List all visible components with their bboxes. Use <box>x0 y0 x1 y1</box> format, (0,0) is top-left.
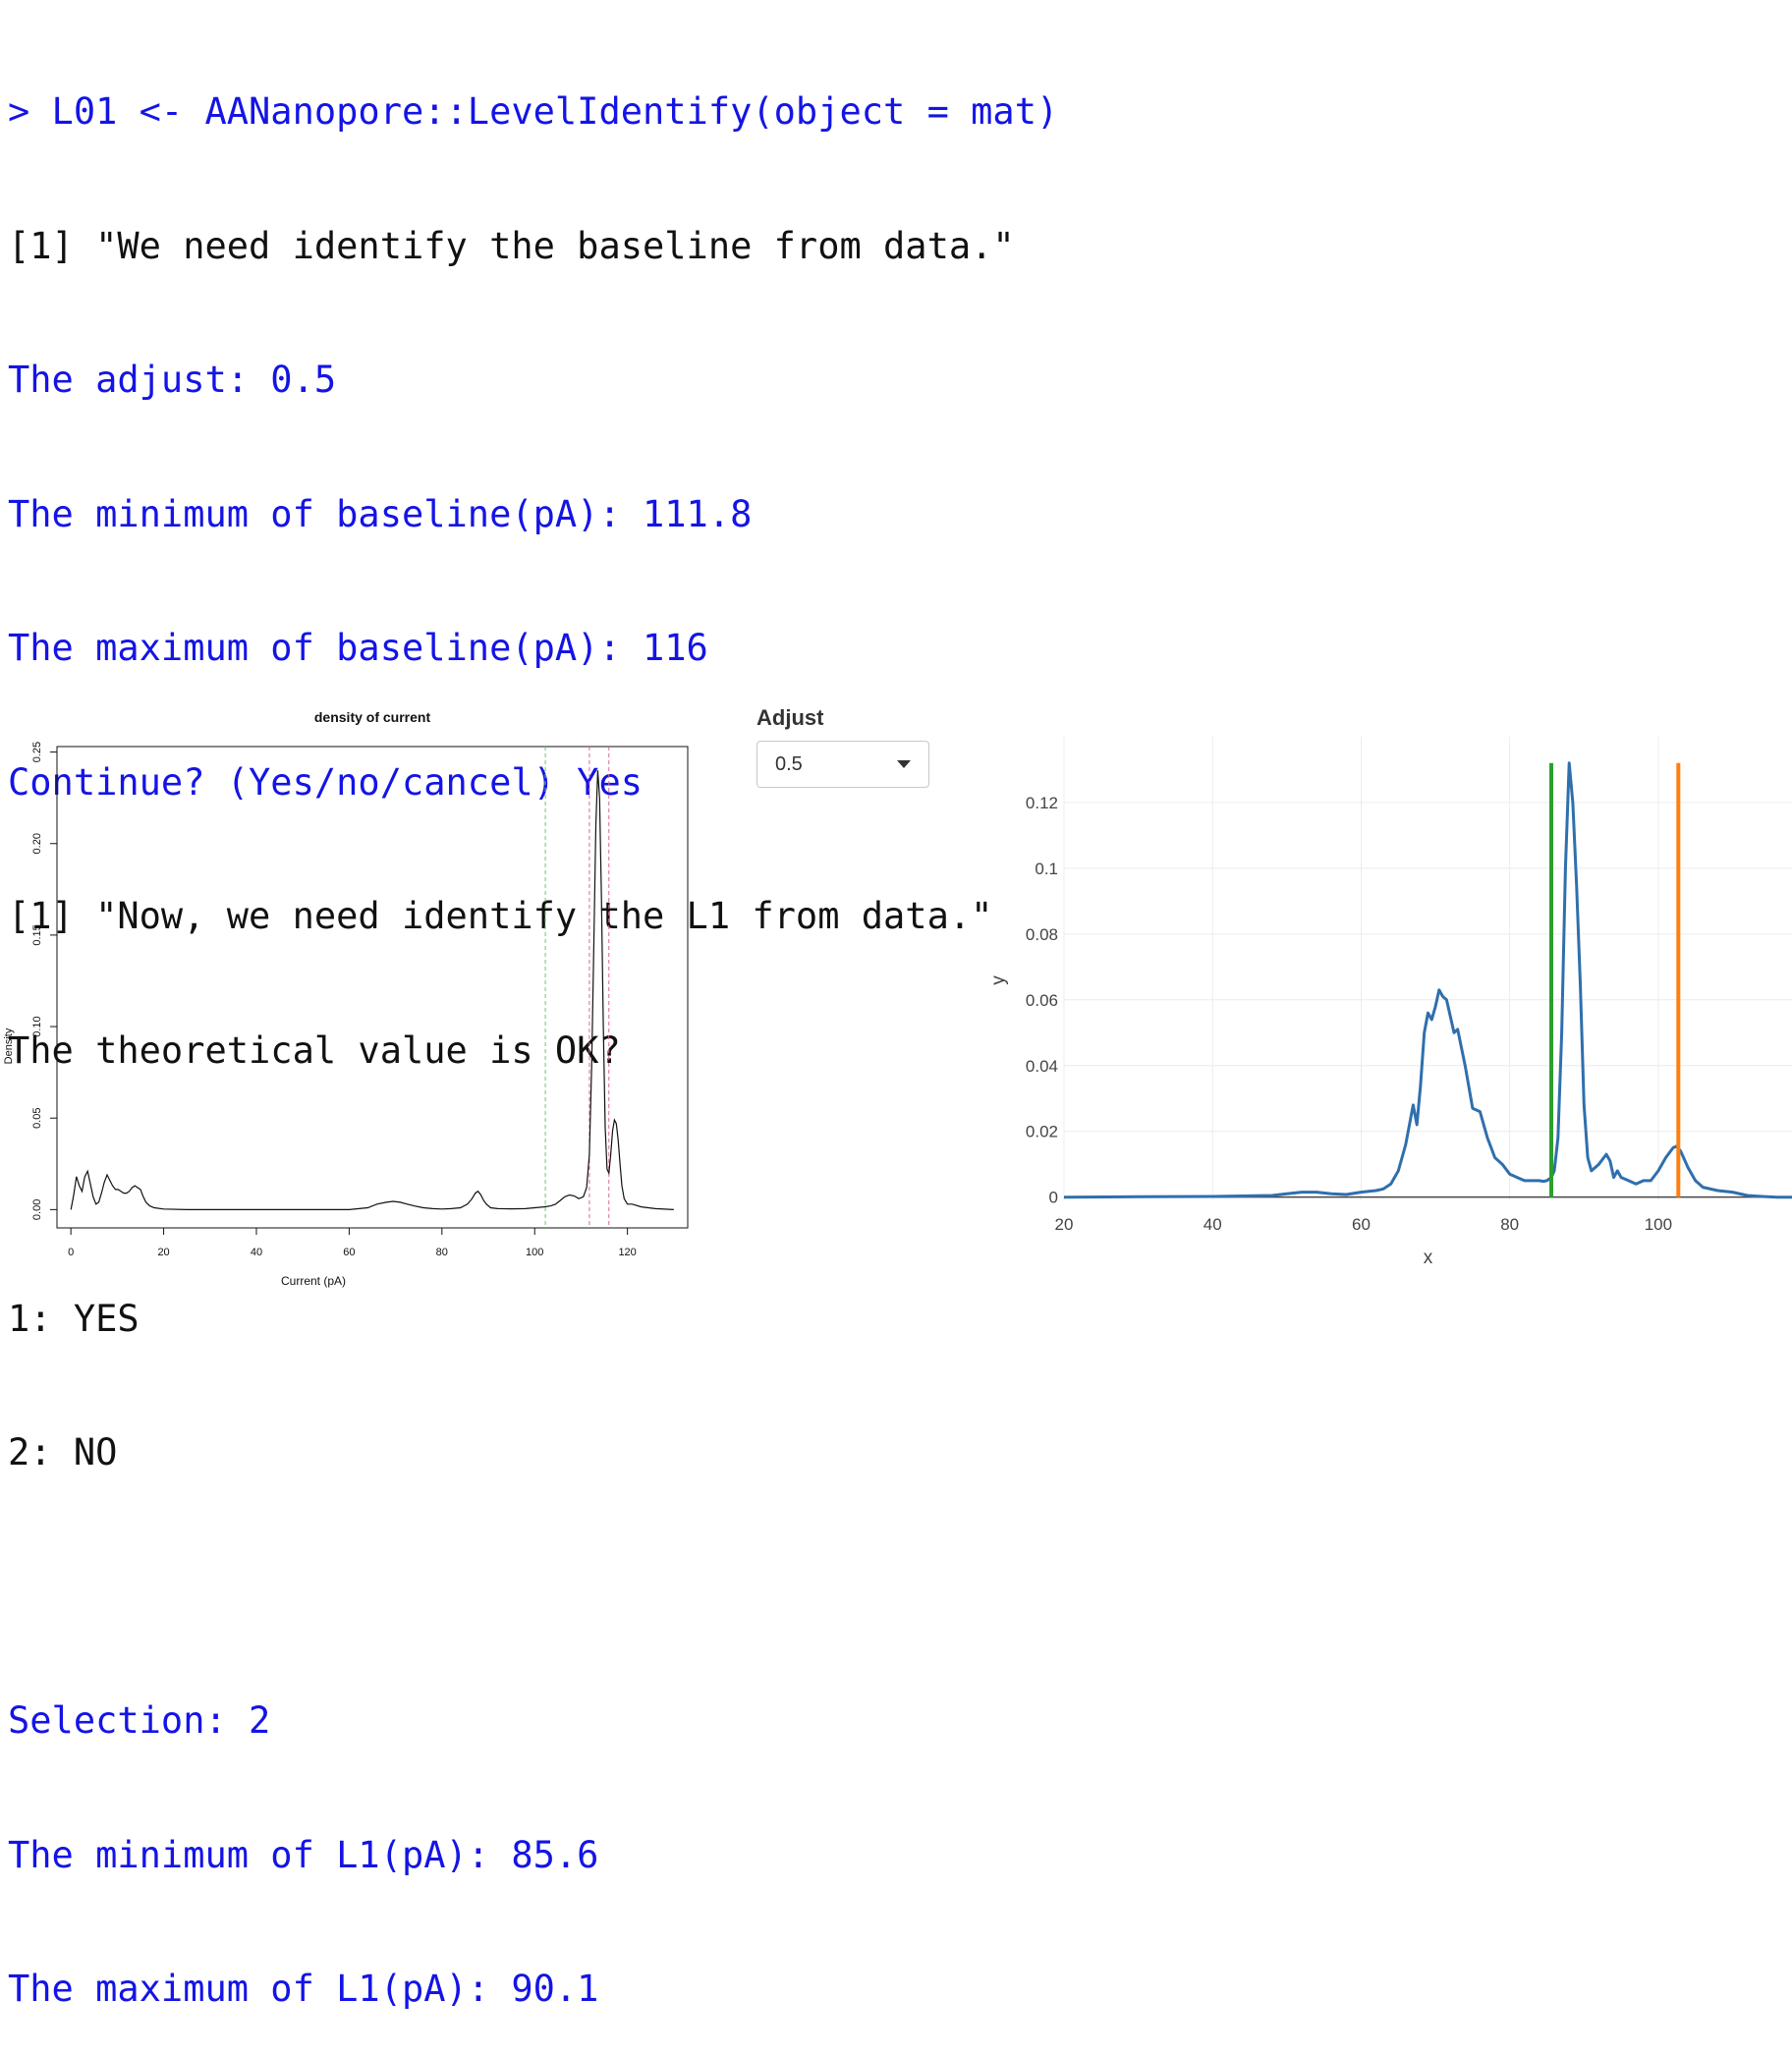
y-tick-label: 0.05 <box>31 1108 43 1129</box>
x-tick-label: 20 <box>157 1247 169 1258</box>
x-tick-label: 80 <box>1500 1215 1519 1234</box>
x-tick-label: 40 <box>251 1247 262 1258</box>
y-tick-label: 0 <box>1049 1189 1058 1207</box>
console-line: [1] "Now, we need identify the L1 from d… <box>8 895 993 937</box>
x-axis-label: x <box>1424 1248 1433 1268</box>
y-tick-label: 0.06 <box>1026 991 1058 1010</box>
console-line: The minimum of baseline(pA): 111.8 <box>8 492 753 535</box>
adjust-control: Adjust 0.5 <box>756 705 929 788</box>
console-line: 1: YES <box>8 1297 140 1340</box>
console-line: [1] "We need identify the baseline from … <box>8 224 1015 267</box>
x-tick-label: 60 <box>343 1247 355 1258</box>
console-line: The maximum of L1(pA): 90.1 <box>8 1968 599 2010</box>
adjust-selected-value: 0.5 <box>775 752 803 775</box>
x-tick-label: 80 <box>436 1247 448 1258</box>
console-line: The theoretical value is OK? <box>8 1028 621 1072</box>
caret-down-icon <box>897 760 911 768</box>
y-axis-label: y <box>988 975 1009 985</box>
x-tick-label: 60 <box>1352 1215 1371 1234</box>
console-line: 2: NO <box>8 1431 118 1473</box>
x-axis-label: Current (pA) <box>281 1274 346 1288</box>
y-tick-label: 0.25 <box>31 742 43 762</box>
console-line: The minimum of L1(pA): 85.6 <box>8 1833 599 1876</box>
y-tick-label: 0.12 <box>1026 794 1058 812</box>
y-tick-label: 0.04 <box>1026 1057 1058 1076</box>
density-line <box>1063 761 1792 1199</box>
console-line <box>8 1565 1187 1610</box>
y-tick-label: 0.20 <box>31 833 43 854</box>
x-tick-label: 20 <box>1055 1215 1074 1234</box>
x-tick-label: 100 <box>1645 1215 1672 1234</box>
console-line: Selection: 2 <box>8 1699 271 1742</box>
density-plot-panel: density of current 0 20 40 60 80 100 120 0.00 0.0… <box>0 688 707 1293</box>
chart-title: density of current <box>314 709 431 725</box>
x-tick-label: 120 <box>618 1247 636 1258</box>
console-line: Continue? (Yes/no/cancel) Yes <box>8 760 644 804</box>
y-tick-label: 0.10 <box>31 1016 43 1036</box>
y-tick-label: 0.02 <box>1026 1123 1058 1141</box>
density-plot: density of current 0 20 40 60 80 100 120 0.00 0.0… <box>3 709 689 1288</box>
density-line <box>70 770 674 1210</box>
console-line: > L01 <- AANanopore::LevelIdentify(objec… <box>8 90 1059 133</box>
y-tick-label: 0.08 <box>1026 925 1058 944</box>
console-line: The adjust: 0.5 <box>8 359 337 401</box>
console-line: The maximum of baseline(pA): 116 <box>8 627 708 669</box>
interactive-density-plot[interactable]: 20 40 60 80 100 0 0.02 0.04 0.06 0.08 0.1 0.12 x y <box>982 727 1792 1293</box>
interactive-plot-panel: 20 40 60 80 100 0 0.02 0.04 0.06 0.08 0.1 0.12 x y <box>982 727 1792 1293</box>
adjust-label: Adjust <box>756 705 824 730</box>
x-tick-label: 40 <box>1204 1215 1222 1234</box>
y-tick-label: 0.1 <box>1035 860 1058 878</box>
plot-frame <box>56 746 689 1229</box>
x-tick-label: 0 <box>68 1247 74 1258</box>
y-axis-label: Density <box>3 1028 15 1064</box>
y-tick-label: 0.00 <box>31 1199 43 1220</box>
x-tick-label: 100 <box>526 1247 543 1258</box>
y-tick-label: 0.15 <box>31 924 43 945</box>
adjust-select[interactable]: 0.5 <box>756 741 929 788</box>
